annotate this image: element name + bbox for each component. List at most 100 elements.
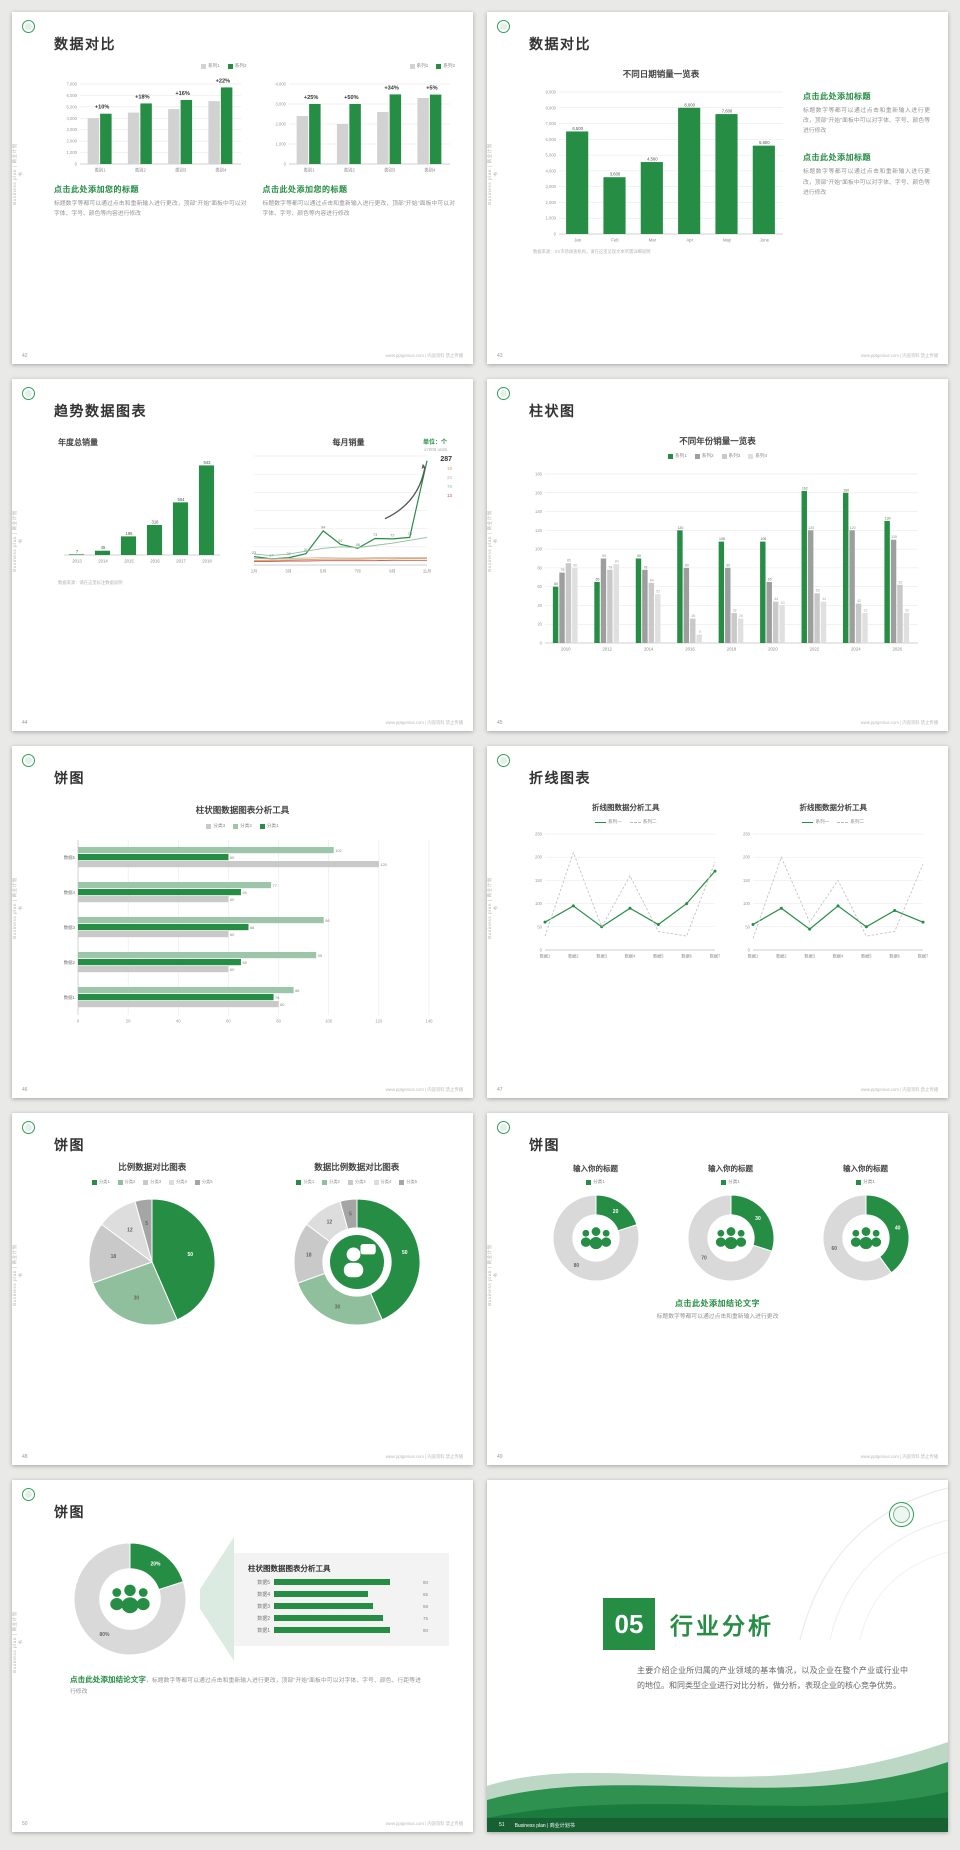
conclusion-sub: 标题数字等都可以通过点击和重新输入进行更改 bbox=[656, 1314, 779, 1320]
legend-item: 分类1 bbox=[296, 1179, 314, 1185]
svg-text:数据3: 数据3 bbox=[64, 924, 76, 931]
side-vertical-label: Business plan | 商业计划书 bbox=[12, 510, 23, 572]
svg-text:130: 130 bbox=[885, 516, 891, 520]
data-row: 数据4 65 bbox=[257, 1591, 429, 1598]
svg-text:140: 140 bbox=[426, 1019, 434, 1024]
svg-text:200: 200 bbox=[743, 855, 751, 860]
legend-item: 分类5 bbox=[194, 1179, 213, 1185]
donuts-row: 输入你的标题 分类1 20 80 输入你的标题 分类1 30 70 输入你的标题 分… bbox=[533, 1163, 928, 1288]
svg-text:50: 50 bbox=[188, 1252, 194, 1258]
chart-title: 数据比例数据对比图表 bbox=[314, 1162, 400, 1172]
side-vertical-label: Business plan | 商业计划书 bbox=[12, 143, 23, 205]
svg-text:June: June bbox=[760, 238, 770, 243]
charts-row: 比例数据对比图表 分类1 分类2 分类3 分类4 分类5 50 30 18 12 5 数据比例数… bbox=[56, 1161, 453, 1332]
svg-text:+18%: +18% bbox=[135, 94, 149, 100]
side-vertical-label: Business plan | 商业计划书 bbox=[487, 877, 498, 939]
donut-chart: 50 30 18 12 5 bbox=[282, 1192, 432, 1332]
svg-text:1,000: 1,000 bbox=[546, 216, 557, 221]
svg-text:8,000: 8,000 bbox=[684, 102, 695, 107]
svg-text:140: 140 bbox=[535, 509, 543, 514]
brand-logo-icon bbox=[889, 1502, 914, 1527]
svg-text:20: 20 bbox=[612, 1209, 618, 1215]
svg-text:65: 65 bbox=[242, 960, 246, 965]
svg-text:1,000: 1,000 bbox=[275, 142, 286, 147]
svg-text:60: 60 bbox=[230, 897, 235, 902]
svg-text:80: 80 bbox=[726, 563, 730, 567]
svg-text:5: 5 bbox=[146, 1221, 149, 1227]
slide-45[interactable]: Business plan | 商业计划书 柱状图 不同年份销量一览表 系列1 系… bbox=[487, 379, 948, 731]
svg-text:80: 80 bbox=[685, 563, 689, 567]
svg-text:类别4: 类别4 bbox=[215, 167, 227, 174]
svg-text:162: 162 bbox=[802, 486, 808, 490]
svg-text:数据4: 数据4 bbox=[64, 889, 76, 896]
bar-chart: 0 1,000 2,000 3,000 4,000 5,000 6,000 7,000 8,00… bbox=[533, 80, 789, 245]
svg-text:2017: 2017 bbox=[176, 559, 186, 564]
svg-text:160: 160 bbox=[535, 490, 543, 495]
block-heading: 点击此处添加标题 bbox=[803, 153, 871, 163]
green-swoosh-graphic bbox=[487, 1742, 948, 1832]
svg-text:数据2: 数据2 bbox=[568, 953, 579, 959]
slide-43[interactable]: Business plan | 商业计划书 数据对比 不同日期销量一览表 0 1,… bbox=[487, 12, 948, 364]
legend-item: 分类4 bbox=[169, 1179, 187, 1185]
svg-text:60: 60 bbox=[230, 932, 235, 937]
charts-row: 年度总销量 2013 7 2014 45 2015 196 2016 316 2017 554 20… bbox=[58, 437, 453, 586]
svg-text:287: 287 bbox=[440, 456, 452, 463]
svg-text:98: 98 bbox=[325, 918, 329, 923]
svg-text:9月: 9月 bbox=[389, 569, 395, 574]
svg-text:9,000: 9,000 bbox=[546, 90, 557, 95]
svg-text:65: 65 bbox=[596, 577, 600, 581]
donut-chart-block: 数据比例数据对比图表 分类1 分类2 分类3 分类4 分类5 50 30 18 12 5 bbox=[261, 1161, 454, 1332]
grouped-bar-chart: 0 1,000 2,000 3,000 4,000 5,000 6,000 7,000 类别1 +… bbox=[54, 70, 247, 175]
slide-47[interactable]: Business plan | 商业计划书 折线图表 折线图数据分析工具 系列一… bbox=[487, 746, 948, 1098]
chart-legend: 系列1 系列2 bbox=[54, 62, 247, 70]
svg-text:160: 160 bbox=[843, 488, 849, 492]
slide-title: 趋势数据图表 bbox=[54, 403, 147, 419]
donut-block: 输入你的标题 分类1 40 60 bbox=[803, 1163, 928, 1288]
side-vertical-label: Business plan | 商业计划书 bbox=[487, 143, 498, 205]
chart-title: 输入你的标题 bbox=[573, 1164, 618, 1173]
svg-text:2014: 2014 bbox=[644, 647, 654, 652]
brand-logo-icon bbox=[497, 20, 510, 33]
data-source-note: 数据来源：XX市场调查机构，请在这里呈现文本所需详细说明 bbox=[533, 249, 651, 254]
slide-46[interactable]: Business plan | 商业计划书 饼图 柱状图数据图表分析工具 分类3… bbox=[12, 746, 473, 1098]
footer-note: www.pptgenius.com | 内容资料 禁止传播 bbox=[385, 1454, 463, 1459]
chart-title: 不同年份销量一览表 bbox=[679, 436, 756, 446]
legend-item: 分类3 bbox=[206, 823, 225, 829]
legend-item: 分类3 bbox=[347, 1179, 366, 1185]
svg-text:类别2: 类别2 bbox=[135, 167, 147, 174]
slide-44[interactable]: Business plan | 商业计划书 趋势数据图表 单位：个 in'000… bbox=[12, 379, 473, 731]
svg-text:Apr: Apr bbox=[686, 238, 693, 243]
footer-note: www.pptgenius.com | 内容资料 禁止传播 bbox=[385, 1087, 463, 1092]
legend-item: 分类1 bbox=[856, 1179, 875, 1185]
svg-text:100: 100 bbox=[535, 901, 543, 906]
svg-text:Mar: Mar bbox=[649, 238, 657, 243]
slide-51[interactable]: 05 行业分析 主要介绍企业所归属的产业领域的基本情况，以及企业在整个产业或行业… bbox=[487, 1480, 948, 1832]
slide-48[interactable]: Business plan | 商业计划书 饼图 比例数据对比图表 分类1 分类2… bbox=[12, 1113, 473, 1465]
svg-text:数据4: 数据4 bbox=[625, 953, 636, 959]
conclusion-heading: 点击此处添加结论文字 bbox=[675, 1299, 760, 1308]
svg-text:60: 60 bbox=[831, 1246, 837, 1252]
connector-shape bbox=[200, 1537, 234, 1661]
data-source-note: 数据来源：请在这里标注数据说明 bbox=[58, 580, 123, 585]
svg-text:12: 12 bbox=[326, 1220, 332, 1226]
svg-text:77: 77 bbox=[273, 883, 277, 888]
legend-item: 分类2 bbox=[322, 1179, 340, 1185]
chart-legend: 系列1 系列2 bbox=[263, 62, 455, 70]
slide-42[interactable]: Business plan | 商业计划书 数据对比 系列1 系列2 0 1,000… bbox=[12, 12, 473, 364]
svg-text:2026: 2026 bbox=[892, 647, 902, 652]
chart-title: 每月销量 bbox=[332, 438, 365, 447]
conclusion-sub: ，标题数字等都可以通过点击和重新输入进行更改，顶部“开始”面板中可以对字体、字号… bbox=[70, 1678, 421, 1695]
content-row: 20% 80% 柱状图数据图表分析工具 数据5 80 数据4 65 数据3 68 数据2 75 数… bbox=[60, 1536, 449, 1662]
legend-item: 分类1 bbox=[259, 823, 279, 829]
slide-49[interactable]: Business plan | 商业计划书 饼图 输入你的标题 分类1 20 80… bbox=[487, 1113, 948, 1465]
svg-text:0: 0 bbox=[77, 1019, 80, 1024]
svg-text:102: 102 bbox=[335, 848, 342, 853]
svg-text:数据1: 数据1 bbox=[540, 953, 551, 959]
donut-block: 输入你的标题 分类1 30 70 bbox=[668, 1163, 793, 1288]
svg-text:6,000: 6,000 bbox=[67, 93, 78, 98]
legend-item: 系列1 bbox=[201, 63, 220, 69]
unit-label: 单位：个 in'000 units bbox=[423, 437, 447, 452]
svg-text:20: 20 bbox=[447, 475, 453, 480]
svg-text:2024: 2024 bbox=[851, 647, 861, 652]
slide-50[interactable]: Business plan | 商业计划书 饼图 20% 80% 柱状图数据图表分… bbox=[12, 1480, 473, 1832]
